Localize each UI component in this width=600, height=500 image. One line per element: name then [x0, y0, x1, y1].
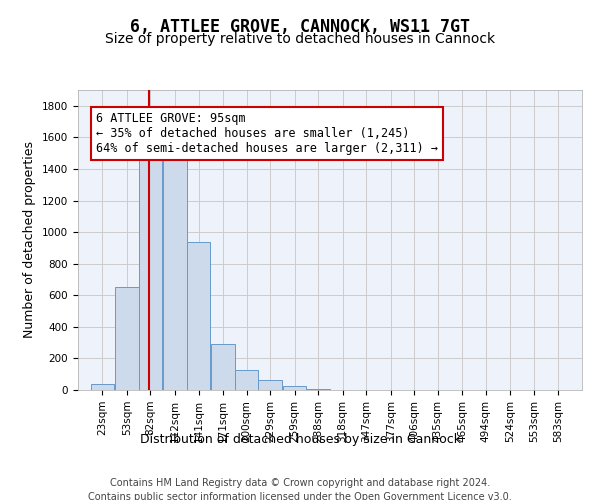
Bar	[139, 158, 162, 390]
Bar	[307, 389, 330, 390]
Bar	[91, 384, 114, 390]
Text: Distribution of detached houses by size in Cannock: Distribution of detached houses by size …	[139, 432, 461, 446]
Text: 6 ATTLEE GROVE: 95sqm
← 35% of detached houses are smaller (1,245)
64% of semi-d: 6 ATTLEE GROVE: 95sqm ← 35% of detached …	[96, 112, 438, 155]
Bar	[259, 380, 282, 390]
Text: Size of property relative to detached houses in Cannock: Size of property relative to detached ho…	[105, 32, 495, 46]
Bar	[235, 370, 259, 390]
Text: 6, ATTLEE GROVE, CANNOCK, WS11 7GT: 6, ATTLEE GROVE, CANNOCK, WS11 7GT	[130, 18, 470, 36]
Bar	[283, 386, 307, 390]
Y-axis label: Number of detached properties: Number of detached properties	[23, 142, 37, 338]
Bar	[211, 344, 235, 390]
Bar	[115, 288, 139, 390]
Bar	[163, 158, 187, 390]
Text: Contains HM Land Registry data © Crown copyright and database right 2024.
Contai: Contains HM Land Registry data © Crown c…	[88, 478, 512, 500]
Bar	[187, 242, 211, 390]
